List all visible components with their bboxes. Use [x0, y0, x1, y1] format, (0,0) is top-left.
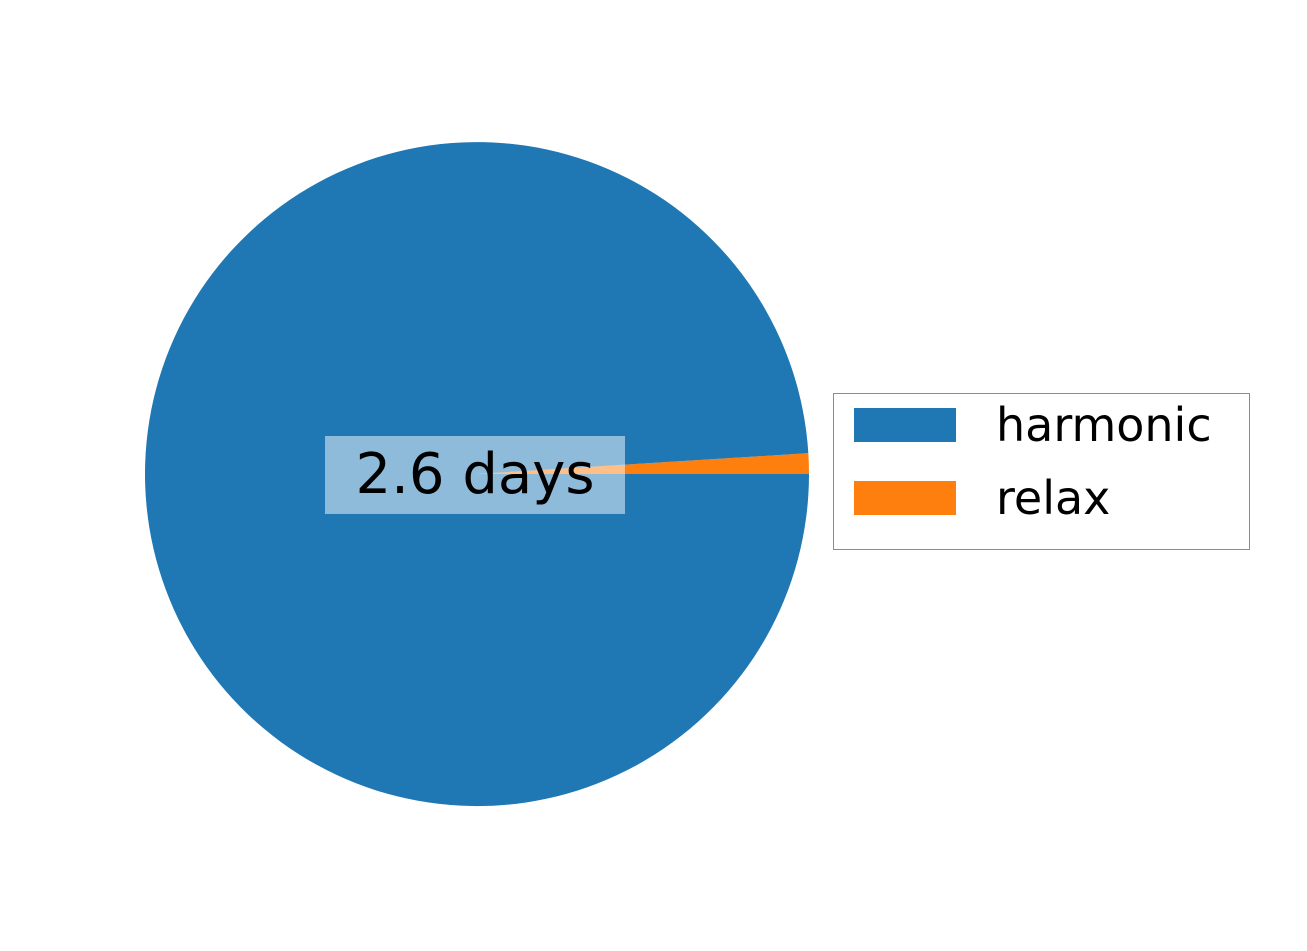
legend-swatch-relax	[854, 481, 956, 515]
legend-entry-relax[interactable]: relax	[854, 475, 1110, 521]
legend-label-relax: relax	[996, 471, 1111, 525]
legend: harmonic relax	[833, 393, 1250, 550]
legend-entry-harmonic[interactable]: harmonic	[854, 402, 1212, 448]
legend-swatch-harmonic	[854, 408, 956, 442]
pie-slice-label-harmonic: 2.6 days	[325, 436, 625, 514]
legend-label-harmonic: harmonic	[996, 398, 1212, 452]
